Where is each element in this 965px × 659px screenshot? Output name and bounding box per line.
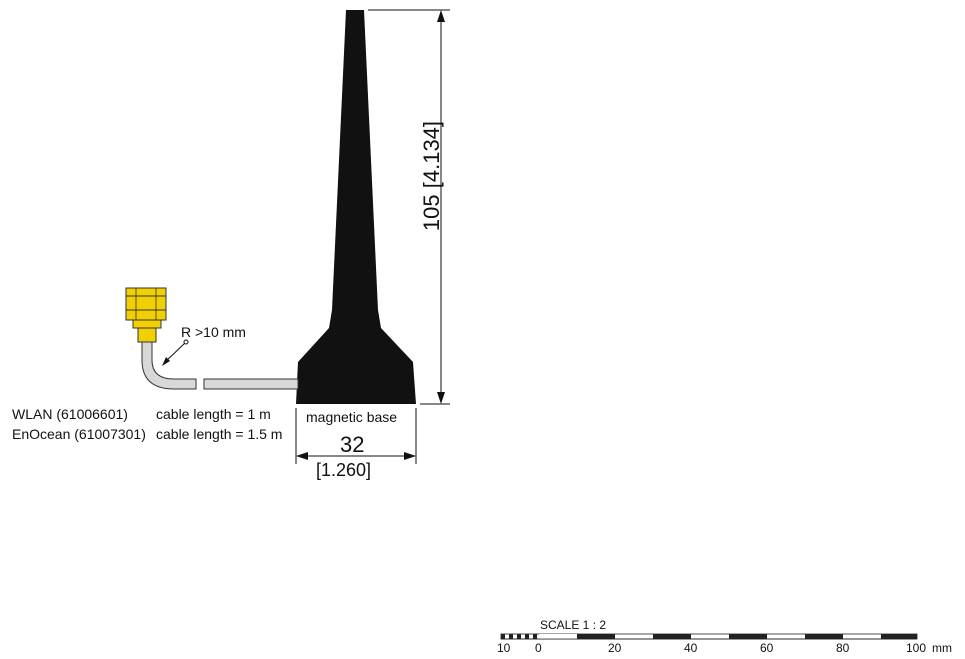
sma-connector [125, 287, 167, 343]
product-wlan-name: WLAN (61006601) [12, 406, 128, 422]
scale-bar [500, 633, 918, 640]
product-enocean-cable: cable length = 1.5 m [156, 426, 283, 442]
width-dimension-label: 32 [340, 432, 365, 457]
bend-radius-leader [162, 339, 189, 366]
scale-title: SCALE 1 : 2 [540, 618, 607, 632]
scale-tick-10: 10 [497, 641, 511, 655]
width-dimension [295, 408, 417, 464]
scale-tick-20: 20 [608, 641, 622, 655]
scale-tick-0: 0 [535, 641, 542, 655]
scale-unit: mm [932, 641, 952, 655]
cable-bend [141, 341, 197, 390]
scale-tick-100: 100 [906, 641, 927, 655]
bend-radius-label: R >10 mm [181, 324, 246, 340]
height-dimension-label: 105 [4.134] [419, 120, 444, 232]
scale-tick-60: 60 [760, 641, 774, 655]
scale-tick-40: 40 [684, 641, 698, 655]
product-wlan-cable: cable length = 1 m [156, 406, 271, 422]
cable-straight [203, 378, 299, 390]
scale-tick-80: 80 [836, 641, 850, 655]
width-dimension-inch-label: [1.260] [316, 460, 372, 480]
magnetic-base-label: magnetic base [306, 409, 398, 425]
height-dimension [368, 9, 450, 405]
antenna-body [296, 10, 416, 404]
product-enocean-name: EnOcean (61007301) [12, 426, 146, 442]
